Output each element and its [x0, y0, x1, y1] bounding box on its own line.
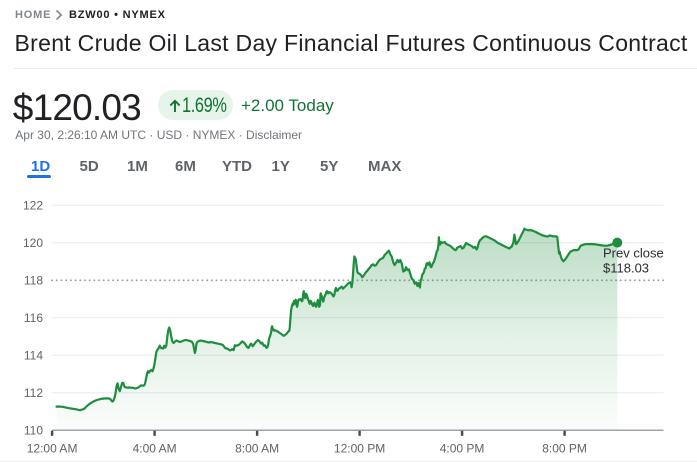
- svg-text:4:00 AM: 4:00 AM: [133, 442, 177, 456]
- svg-text:12:00 PM: 12:00 PM: [334, 442, 385, 456]
- svg-text:8:00 PM: 8:00 PM: [542, 442, 587, 456]
- svg-text:12:00 AM: 12:00 AM: [27, 442, 78, 456]
- svg-text:120: 120: [23, 236, 43, 250]
- svg-text:112: 112: [24, 386, 43, 400]
- svg-text:$118.03: $118.03: [603, 260, 649, 275]
- svg-text:114: 114: [24, 349, 43, 363]
- svg-text:122: 122: [23, 199, 43, 213]
- svg-text:110: 110: [24, 423, 43, 437]
- svg-text:Prev close: Prev close: [603, 245, 664, 260]
- svg-text:4:00 PM: 4:00 PM: [440, 442, 485, 456]
- svg-text:116: 116: [24, 311, 43, 325]
- svg-text:8:00 AM: 8:00 AM: [235, 442, 279, 456]
- svg-text:118: 118: [24, 274, 43, 288]
